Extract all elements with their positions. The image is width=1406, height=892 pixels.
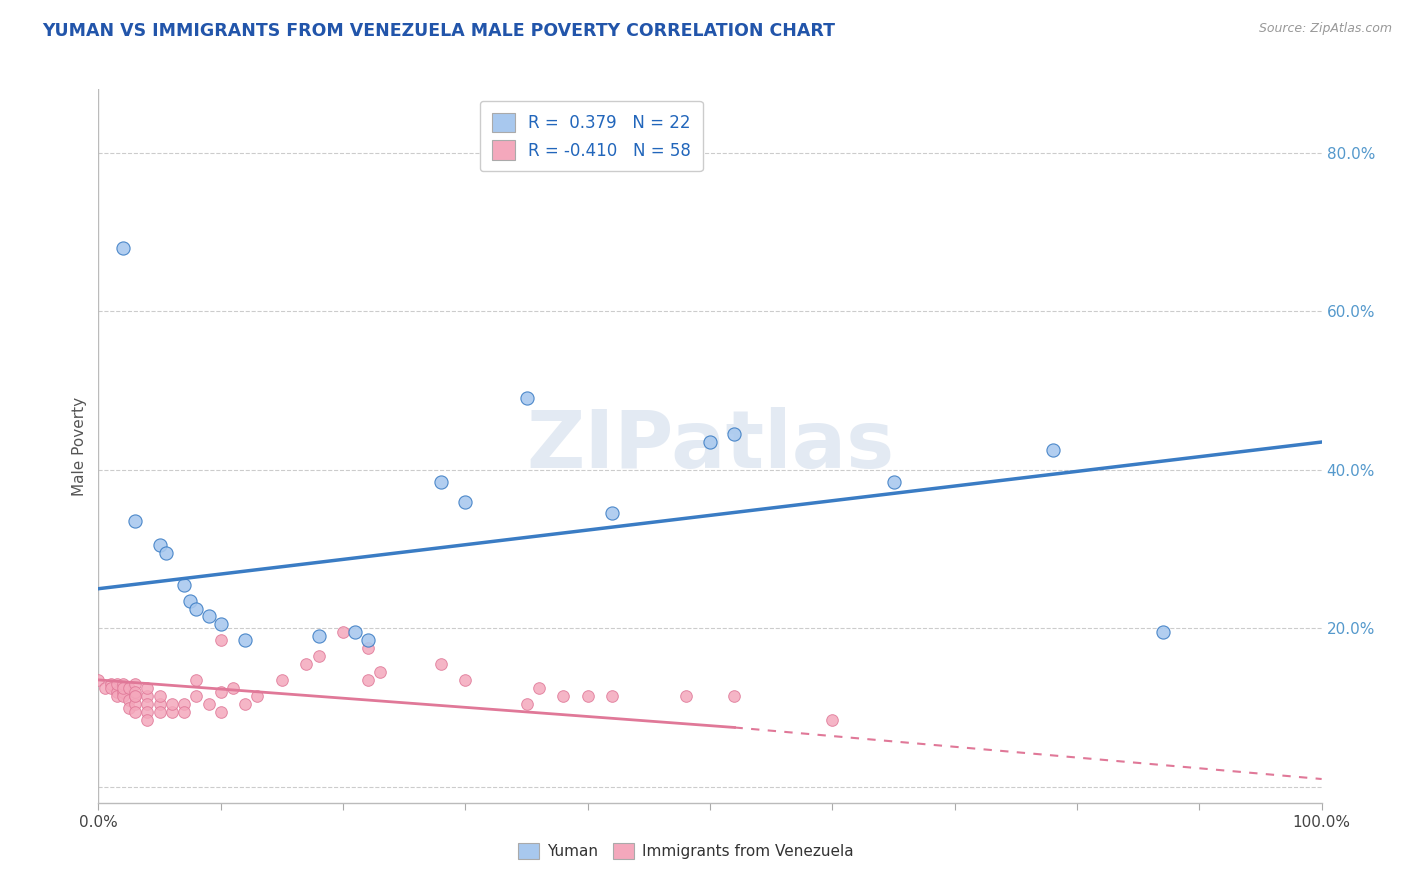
Point <box>675 689 697 703</box>
Text: Source: ZipAtlas.com: Source: ZipAtlas.com <box>1258 22 1392 36</box>
Point <box>118 700 141 714</box>
Point <box>118 681 141 695</box>
Point <box>105 685 128 699</box>
Point <box>430 657 453 671</box>
Point <box>600 689 623 703</box>
Point <box>160 697 183 711</box>
Point <box>197 609 219 624</box>
Point <box>246 689 269 703</box>
Point <box>222 681 245 695</box>
Point <box>160 705 183 719</box>
Point <box>136 713 159 727</box>
Point <box>155 546 177 560</box>
Point <box>124 685 146 699</box>
Point <box>1042 442 1064 457</box>
Point <box>197 697 219 711</box>
Point <box>723 689 745 703</box>
Point <box>111 241 134 255</box>
Point <box>454 673 477 687</box>
Point <box>136 681 159 695</box>
Point <box>111 685 134 699</box>
Point <box>209 617 232 632</box>
Point <box>356 633 378 648</box>
Point <box>209 705 232 719</box>
Point <box>295 657 318 671</box>
Point <box>105 677 128 691</box>
Point <box>149 538 172 552</box>
Point <box>186 601 208 615</box>
Point <box>93 681 115 695</box>
Point <box>186 689 208 703</box>
Point <box>124 689 146 703</box>
Point <box>209 633 232 648</box>
Point <box>308 649 330 664</box>
Point <box>105 689 128 703</box>
Point <box>149 689 172 703</box>
Point <box>124 677 146 691</box>
Legend: Yuman, Immigrants from Venezuela: Yuman, Immigrants from Venezuela <box>510 835 862 866</box>
Point <box>173 705 195 719</box>
Point <box>100 681 122 695</box>
Point <box>233 633 256 648</box>
Point <box>430 475 453 489</box>
Point <box>270 673 294 687</box>
Point <box>186 673 208 687</box>
Point <box>527 681 550 695</box>
Point <box>173 697 195 711</box>
Point <box>356 673 378 687</box>
Point <box>454 494 477 508</box>
Point <box>356 641 378 656</box>
Point <box>124 514 146 528</box>
Point <box>124 705 146 719</box>
Point <box>136 697 159 711</box>
Point <box>124 689 146 703</box>
Text: ZIPatlas: ZIPatlas <box>526 407 894 485</box>
Point <box>883 475 905 489</box>
Point <box>124 697 146 711</box>
Point <box>179 593 201 607</box>
Point <box>136 689 159 703</box>
Point <box>1152 625 1174 640</box>
Point <box>87 673 110 687</box>
Point <box>553 689 575 703</box>
Point <box>136 705 159 719</box>
Point <box>515 697 537 711</box>
Point <box>308 629 330 643</box>
Point <box>173 578 195 592</box>
Point <box>209 685 232 699</box>
Point <box>149 705 172 719</box>
Point <box>233 697 256 711</box>
Point <box>149 697 172 711</box>
Point <box>332 625 354 640</box>
Text: YUMAN VS IMMIGRANTS FROM VENEZUELA MALE POVERTY CORRELATION CHART: YUMAN VS IMMIGRANTS FROM VENEZUELA MALE … <box>42 22 835 40</box>
Point <box>100 677 122 691</box>
Point <box>111 681 134 695</box>
Point <box>368 665 391 679</box>
Point <box>111 689 134 703</box>
Point <box>111 677 134 691</box>
Point <box>118 692 141 706</box>
Y-axis label: Male Poverty: Male Poverty <box>72 396 87 496</box>
Point <box>723 427 745 442</box>
Point <box>821 713 844 727</box>
Point <box>515 392 537 406</box>
Point <box>600 507 623 521</box>
Point <box>699 435 721 450</box>
Point <box>344 625 367 640</box>
Point <box>576 689 599 703</box>
